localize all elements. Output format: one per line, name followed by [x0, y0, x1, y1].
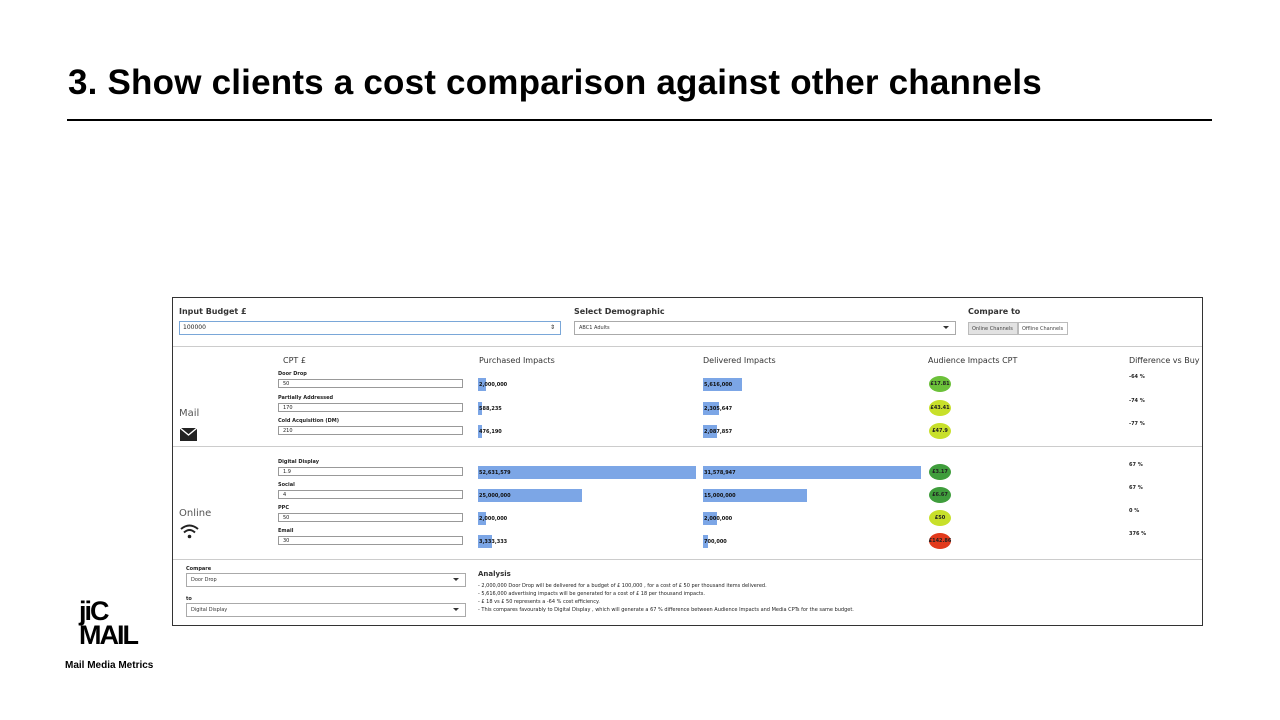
delivered-value: 2,000,000	[704, 516, 733, 522]
purchased-value: 588,235	[479, 406, 502, 412]
purchased-bar	[478, 425, 482, 438]
wifi-icon	[180, 524, 199, 539]
col-audience-cpt: Audience Impacts CPT	[928, 356, 1018, 365]
delivered-value: 15,000,000	[704, 493, 736, 499]
budget-label: Input Budget £	[179, 307, 247, 316]
demographic-value: ABC1 Adults	[579, 325, 610, 331]
header-divider	[173, 346, 1202, 347]
to-label: to	[186, 596, 192, 602]
mail-divider	[173, 446, 1202, 447]
cpt-input[interactable]: 50	[278, 513, 463, 522]
col-difference: Difference vs Buy	[1129, 356, 1200, 365]
audience-cpt-badge: £43.41	[929, 400, 951, 416]
delivered-value: 700,000	[704, 539, 727, 545]
compare-value: Door Drop	[191, 577, 217, 583]
section-online-label: Online	[179, 508, 212, 519]
analysis-title: Analysis	[478, 570, 511, 578]
channel-name: Email	[278, 528, 294, 534]
delivered-value: 2,305,647	[704, 406, 733, 412]
cpt-input[interactable]: 210	[278, 426, 463, 435]
budget-value: 100000	[183, 324, 206, 331]
section-mail-label: Mail	[179, 408, 200, 419]
slide-title: 3. Show clients a cost comparison agains…	[68, 63, 1042, 102]
analysis-line: - £ 18 vs £ 50 represents a -64 % cost e…	[478, 599, 600, 605]
to-value: Digital Display	[191, 607, 228, 613]
purchased-value: 3,333,333	[479, 539, 508, 545]
chevron-down-icon	[453, 608, 459, 611]
online-divider	[173, 559, 1202, 560]
difference-value: 67 %	[1129, 485, 1143, 491]
purchased-value: 2,000,000	[479, 382, 508, 388]
analysis-line: - 2,000,000 Door Drop will be delivered …	[478, 583, 767, 589]
logo-subtitle: Mail Media Metrics	[65, 660, 154, 671]
offline-channels-button[interactable]: Offline Channels	[1018, 322, 1068, 335]
audience-cpt-badge: £6.67	[929, 487, 951, 503]
difference-value: -64 %	[1129, 374, 1145, 380]
delivered-bar	[703, 425, 718, 438]
title-divider	[67, 119, 1212, 121]
channel-name: Door Drop	[278, 371, 307, 377]
cpt-input[interactable]: 170	[278, 403, 463, 412]
purchased-value: 476,190	[479, 429, 502, 435]
channel-name: Partially Addressed	[278, 395, 334, 401]
audience-cpt-badge: £142.86	[929, 533, 951, 549]
difference-value: 376 %	[1129, 531, 1147, 537]
channel-name: Digital Display	[278, 459, 319, 465]
purchased-value: 52,631,579	[479, 470, 511, 476]
jicmail-logo: jiC MAIL	[79, 598, 151, 654]
compare-select[interactable]: Door Drop	[186, 573, 466, 587]
chevron-down-icon	[943, 326, 949, 329]
purchased-value: 25,000,000	[479, 493, 511, 499]
delivered-value: 2,087,857	[704, 429, 733, 435]
logo-text-bottom: MAIL	[79, 620, 139, 650]
budget-input[interactable]: 100000 ⇕	[179, 321, 561, 335]
analysis-line: - 5,616,000 advertising impacts will be …	[478, 591, 706, 597]
logo-text-top: jiC	[79, 596, 109, 626]
spinner-icon[interactable]: ⇕	[549, 324, 555, 331]
purchased-bar	[478, 489, 582, 502]
purchased-value: 2,000,000	[479, 516, 508, 522]
delivered-bar	[703, 378, 742, 391]
demographic-select[interactable]: ABC1 Adults	[574, 321, 956, 335]
col-cpt: CPT £	[283, 356, 306, 365]
to-select[interactable]: Digital Display	[186, 603, 466, 617]
delivered-bar	[703, 466, 921, 479]
cpt-input[interactable]: 30	[278, 536, 463, 545]
cpt-input[interactable]: 50	[278, 379, 463, 388]
compare-to-label: Compare to	[968, 307, 1021, 316]
channel-name: Social	[278, 482, 295, 488]
delivered-bar	[703, 535, 708, 548]
difference-value: -74 %	[1129, 398, 1145, 404]
channel-name: Cold Acquisition (DM)	[278, 418, 340, 424]
purchased-bar	[478, 466, 696, 479]
online-channels-button[interactable]: Online Channels	[968, 322, 1018, 335]
compare-label: Compare	[186, 566, 212, 572]
difference-value: 0 %	[1129, 508, 1140, 514]
purchased-bar	[478, 378, 487, 391]
audience-cpt-badge: £3.17	[929, 464, 951, 480]
demographic-label: Select Demographic	[574, 307, 665, 316]
delivered-bar	[703, 402, 719, 415]
delivered-value: 5,616,000	[704, 382, 733, 388]
chevron-down-icon	[453, 578, 459, 581]
delivered-bar	[703, 512, 717, 525]
envelope-icon	[180, 428, 197, 441]
audience-cpt-badge: £17.81	[929, 376, 951, 392]
analysis-line: - This compares favourably to Digital Di…	[478, 607, 854, 613]
purchased-bar	[478, 512, 487, 525]
purchased-bar	[478, 402, 482, 415]
purchased-bar	[478, 535, 492, 548]
col-purchased: Purchased Impacts	[479, 356, 555, 365]
audience-cpt-badge: £47.9	[929, 423, 951, 439]
delivered-value: 31,578,947	[704, 470, 736, 476]
difference-value: 67 %	[1129, 462, 1143, 468]
cpt-input[interactable]: 4	[278, 490, 463, 499]
delivered-bar	[703, 489, 807, 502]
cost-comparison-app: Input Budget £ 100000 ⇕ Select Demograph…	[172, 297, 1203, 626]
audience-cpt-badge: £50	[929, 510, 951, 526]
cpt-input[interactable]: 1.9	[278, 467, 463, 476]
col-delivered: Delivered Impacts	[703, 356, 776, 365]
difference-value: -77 %	[1129, 421, 1145, 427]
channel-name: PPC	[278, 505, 289, 511]
